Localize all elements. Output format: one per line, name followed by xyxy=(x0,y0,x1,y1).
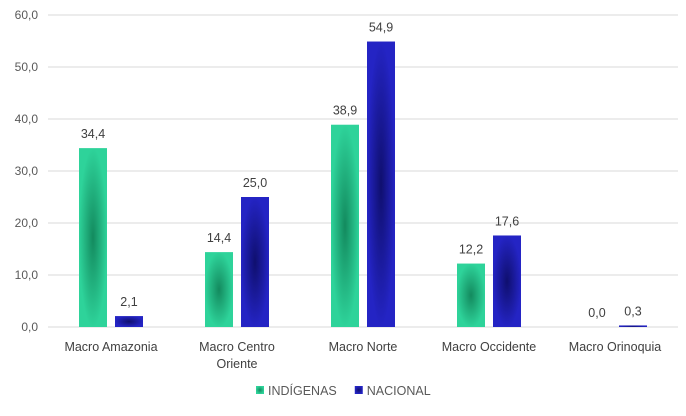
bar-nacional xyxy=(367,41,395,328)
y-axis-ticks: 0,0 10,0 20,0 30,0 40,0 50,0 60,0 xyxy=(15,8,39,334)
gridlines xyxy=(48,14,678,328)
legend-swatch xyxy=(256,386,264,394)
bar-nacional xyxy=(115,316,143,327)
bar-ind-genas xyxy=(79,148,107,327)
y-tick-label: 20,0 xyxy=(15,216,39,230)
legend-swatch xyxy=(354,386,363,394)
data-label: 38,9 xyxy=(333,104,357,118)
bar-nacional xyxy=(241,197,269,327)
bar-ind-genas xyxy=(205,252,233,327)
data-label: 0,3 xyxy=(624,304,641,318)
y-tick-label: 10,0 xyxy=(15,268,39,282)
data-label: 12,2 xyxy=(459,243,483,257)
bars xyxy=(79,41,647,328)
x-category-label: Macro Norte xyxy=(329,340,398,354)
x-category-label: Macro Orinoquia xyxy=(569,340,661,354)
y-tick-label: 40,0 xyxy=(15,112,39,126)
data-label: 17,6 xyxy=(495,214,519,228)
legend-label: NACIONAL xyxy=(367,384,431,398)
data-label: 54,9 xyxy=(369,21,393,35)
y-tick-label: 60,0 xyxy=(15,8,39,22)
x-axis-categories: Macro Amazonia Macro Centro Oriente Macro N… xyxy=(64,340,661,371)
legend-label: INDÍGENAS xyxy=(268,383,337,398)
data-label: 14,4 xyxy=(207,231,231,245)
data-label: 34,4 xyxy=(81,127,105,141)
data-labels: 34,4 2,1 14,4 25,0 38,9 54,9 12,2 17,6 0,0 0,3 xyxy=(81,21,642,320)
y-tick-label: 30,0 xyxy=(15,164,39,178)
bar-nacional xyxy=(493,235,521,327)
bar-ind-genas xyxy=(457,263,485,327)
bar-ind-genas xyxy=(331,124,359,327)
y-tick-label: 0,0 xyxy=(21,320,38,334)
data-label: 25,0 xyxy=(243,176,267,190)
x-category-label: Macro Occidente xyxy=(442,340,537,354)
data-label: 0,0 xyxy=(588,306,605,320)
y-tick-label: 50,0 xyxy=(15,60,39,74)
data-label: 2,1 xyxy=(120,295,137,309)
legend: INDÍGENAS NACIONAL xyxy=(256,383,431,398)
x-category-label: Macro Amazonia xyxy=(64,340,157,354)
bar-nacional xyxy=(619,325,647,327)
x-category-label: Macro Centro Oriente xyxy=(199,340,275,371)
